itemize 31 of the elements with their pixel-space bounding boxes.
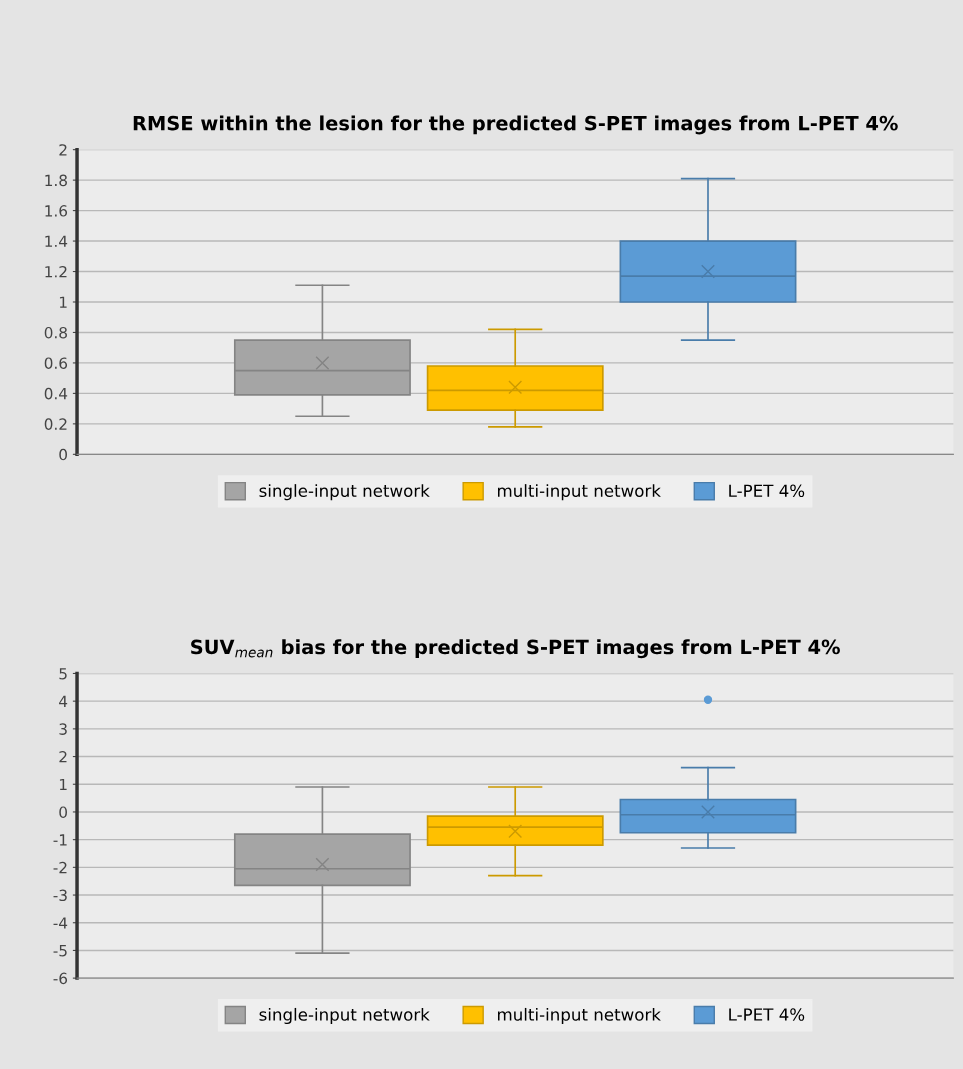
y-tick-label: -3 [53, 889, 67, 902]
legend-label: L-PET 4% [729, 484, 805, 498]
y-tick-label: -4 [53, 917, 68, 929]
legend-label: multi-input network [498, 1007, 661, 1025]
y-tick-label: 5 [59, 668, 67, 680]
y-tick-label: -1 [53, 834, 67, 846]
y-tick-label: 0.6 [44, 357, 68, 369]
y-tick-label: -6 [53, 972, 68, 985]
y-tick-label: 0 [59, 448, 67, 461]
y-tick-label: 0 [59, 806, 67, 818]
legend-label: single-input network [259, 1007, 430, 1025]
y-tick-label: 3 [59, 723, 67, 735]
y-tick-label: 1.2 [45, 265, 67, 278]
y-tick-label: 2 [59, 144, 67, 156]
y-tick-label: 1.8 [45, 174, 67, 187]
legend-label: multi-input network [498, 484, 661, 501]
y-tick-label: -5 [53, 945, 67, 957]
y-tick-label: -2 [53, 861, 67, 874]
y-tick-label: 1.6 [45, 205, 68, 217]
chart-title: SUV$_{mean}$ bias for the predicted S-PET images from L-PET 4% [191, 639, 840, 659]
y-tick-label: 1.4 [45, 235, 68, 247]
legend-label: single-input network [259, 484, 430, 501]
y-tick-label: 4 [59, 695, 68, 707]
y-tick-label: 1 [59, 296, 67, 308]
y-tick-label: 0.8 [44, 326, 67, 339]
chart-title: RMSE within the lesion for the predicted S-PET images from L-PET 4% [133, 115, 898, 135]
y-tick-label: 0.2 [44, 418, 67, 430]
y-tick-label: 2 [59, 751, 67, 763]
y-tick-label: 1 [59, 778, 67, 791]
y-tick-label: 0.4 [44, 387, 68, 400]
legend-label: L-PET 4% [729, 1008, 805, 1021]
